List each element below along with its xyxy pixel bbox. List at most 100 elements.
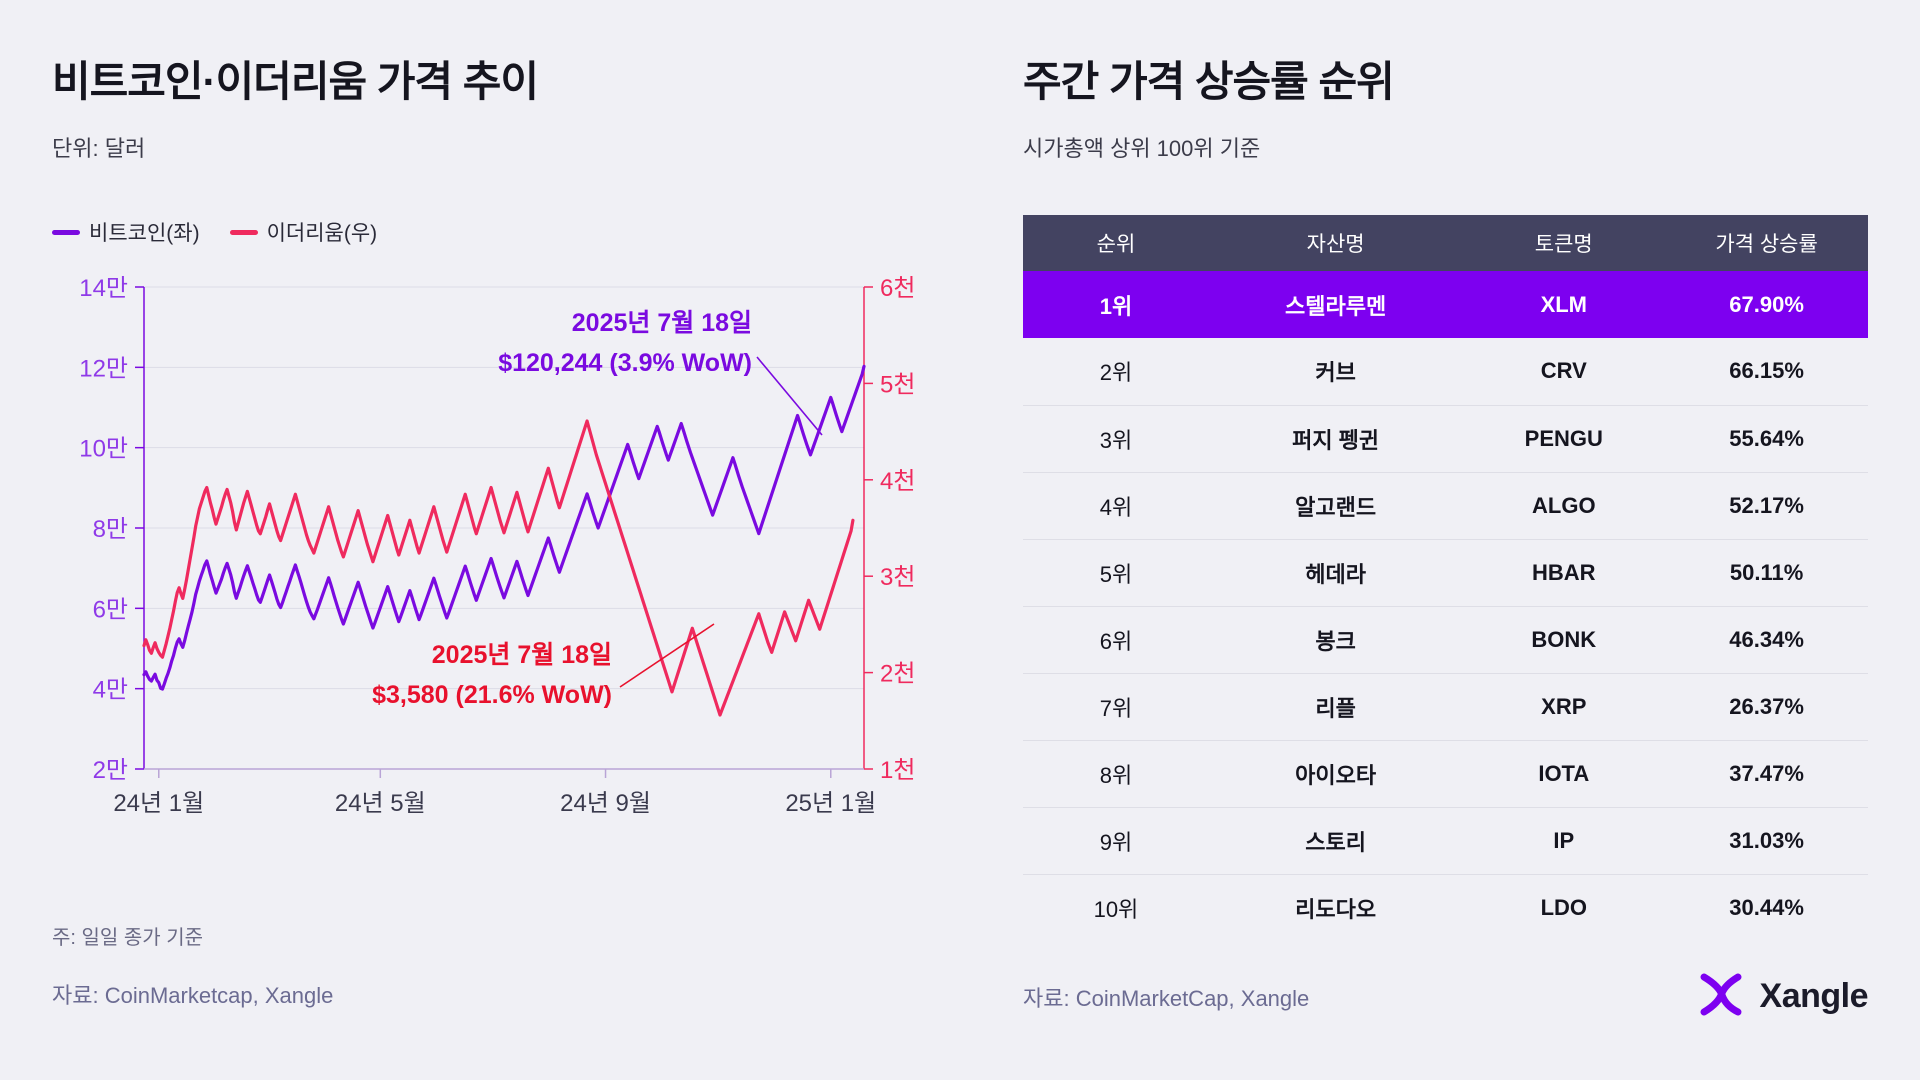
ranking-source: 자료: CoinMarketCap, Xangle	[1023, 985, 1310, 1011]
y-right-tick-label: 6천	[880, 275, 915, 302]
y-left-tick-label: 2만	[93, 757, 128, 784]
ranking-title: 주간 가격 상승률 순위	[1023, 58, 1395, 105]
cell-rank: 6위	[1023, 606, 1209, 674]
annotation-eth-line1: 2025년 7월 18일	[432, 641, 612, 669]
cell-rank: 1위	[1023, 271, 1209, 338]
cell-asset: 커브	[1208, 338, 1463, 406]
cell-change: 30.44%	[1729, 894, 1804, 920]
cell-asset: 알고랜드	[1208, 472, 1463, 540]
cell-token: ALGO	[1462, 472, 1666, 540]
annotation-btc-line1: 2025년 7월 18일	[572, 309, 752, 337]
ranking-footer: 자료: CoinMarketCap, Xangle Xangle	[1023, 971, 1869, 1022]
chart-title: 비트코인·이더리움 가격 추이	[52, 58, 539, 105]
chart-note: 주: 일일 종가 기준	[52, 927, 204, 949]
annotation-eth-line2: $3,580 (21.6% WoW)	[372, 681, 612, 709]
y-right-tick-label: 1천	[880, 757, 915, 784]
cell-change: 37.47%	[1665, 740, 1868, 808]
ranking-table-body: 1위 스텔라루멘 XLM 67.90% 2위 커브 CRV 66.15% 3위 퍼지 펭귄 PENG…	[1023, 271, 1868, 941]
series-line-btc	[142, 364, 866, 691]
y-left-tick-label: 10만	[79, 436, 128, 463]
table-row[interactable]: 10위 리도다오 LDO 30.44%	[1023, 874, 1868, 941]
cell-change: 46.34%	[1665, 606, 1868, 674]
cell-rank: 2위	[1023, 338, 1209, 406]
cell-rank: 10위	[1093, 896, 1139, 922]
cell-asset: 아이오타	[1208, 740, 1463, 808]
legend-swatch-btc	[52, 229, 80, 235]
ranking-panel: 주간 가격 상승률 순위 시가총액 상위 100위 기준 순위 자산명 토큰명 …	[985, 0, 1920, 1080]
cell-asset: 스토리	[1208, 807, 1463, 875]
cell-token: XLM	[1462, 271, 1666, 338]
y-right-tick-label: 3천	[880, 564, 915, 591]
table-row[interactable]: 2위 커브 CRV 66.15%	[1023, 338, 1868, 406]
chart-source: 자료: CoinMarketcap, Xangle	[52, 983, 334, 1008]
column-header-token: 토큰명	[1462, 215, 1666, 271]
column-header-change: 가격 상승률	[1665, 215, 1868, 271]
y-left-tick-label: 8만	[93, 516, 128, 543]
cell-change: 66.15%	[1665, 338, 1868, 406]
annotation-btc-line2: $120,244 (3.9% WoW)	[498, 349, 752, 377]
cell-token: IOTA	[1462, 740, 1666, 808]
cell-token: CRV	[1462, 338, 1666, 406]
xangle-logo: Xangle	[1698, 971, 1869, 1022]
chart-panel: 비트코인·이더리움 가격 추이 단위: 달러 비트코인(좌) 이더리움(우) 2…	[52, 58, 985, 1008]
cell-token: BONK	[1462, 606, 1666, 674]
legend-label-eth: 이더리움(우)	[266, 222, 378, 245]
legend-label-btc: 비트코인(좌)	[89, 222, 200, 245]
y-left-tick-label: 14만	[79, 275, 128, 302]
price-line-chart: 2만 4만 6만 8만 10만 12만 14만 1천 2천 3천 4천 5천 6천 24년 1월 24년 5…	[52, 269, 952, 909]
table-row[interactable]: 9위 스토리 IP 31.03%	[1023, 807, 1868, 875]
table-row[interactable]: 1위 스텔라루멘 XLM 67.90%	[1023, 271, 1868, 338]
cell-rank: 4위	[1023, 472, 1209, 540]
legend-swatch-eth	[229, 229, 258, 235]
chart-subtitle: 단위: 달러	[52, 136, 146, 161]
table-row[interactable]: 6위 봉크 BONK 46.34%	[1023, 606, 1868, 674]
cell-token: PENGU	[1462, 405, 1666, 473]
chart-legend: 비트코인(좌) 이더리움(우)	[52, 217, 985, 247]
annotation-leader-eth	[619, 623, 715, 688]
table-row[interactable]: 8위 아이오타 IOTA 37.47%	[1023, 740, 1868, 808]
cell-rank: 7위	[1023, 673, 1209, 741]
legend-item-btc: 비트코인(좌)	[52, 217, 200, 247]
table-row[interactable]: 5위 헤데라 HBAR 50.11%	[1023, 539, 1868, 607]
legend-item-eth: 이더리움(우)	[229, 217, 378, 247]
cell-change: 26.37%	[1665, 673, 1868, 741]
cell-token: HBAR	[1462, 539, 1666, 607]
ranking-table-head: 순위 자산명 토큰명 가격 상승률	[1023, 215, 1868, 271]
chart-canvas: 2만 4만 6만 8만 10만 12만 14만 1천 2천 3천 4천 5천 6천 24년 1월 24년 5…	[79, 275, 915, 817]
y-right-tick-label: 2천	[880, 661, 915, 688]
table-row[interactable]: 4위 알고랜드 ALGO 52.17%	[1023, 472, 1868, 540]
table-row[interactable]: 3위 퍼지 펭귄 PENGU 55.64%	[1023, 405, 1868, 473]
table-row[interactable]: 7위 리플 XRP 26.37%	[1023, 673, 1868, 741]
column-header-rank: 순위	[1023, 215, 1209, 271]
cell-rank: 8위	[1023, 740, 1209, 808]
cell-asset: 헤데라	[1208, 539, 1463, 607]
ranking-subtitle: 시가총액 상위 100위 기준	[1023, 136, 1261, 161]
table-header-row: 순위 자산명 토큰명 가격 상승률	[1023, 215, 1868, 271]
series-line-eth	[142, 419, 855, 717]
x-tick-label: 24년 1월	[113, 790, 204, 817]
cell-change: 55.64%	[1665, 405, 1868, 473]
cell-change: 50.11%	[1665, 539, 1868, 607]
annotation-leader-btc	[756, 356, 823, 436]
cell-token: IP	[1462, 807, 1666, 875]
cell-token: LDO	[1540, 894, 1588, 920]
x-tick-label: 25년 1월	[785, 790, 876, 817]
cell-rank: 3위	[1023, 405, 1209, 473]
y-left-tick-label: 6만	[93, 596, 128, 623]
y-left-tick-label: 12만	[79, 355, 128, 382]
x-tick-label: 24년 9월	[560, 790, 651, 817]
cell-change: 67.90%	[1665, 271, 1868, 338]
cell-asset: 리도다오	[1295, 896, 1377, 922]
cell-asset: 퍼지 펭귄	[1208, 405, 1463, 473]
cell-token: XRP	[1462, 673, 1666, 741]
cell-rank: 5위	[1023, 539, 1209, 607]
column-header-asset: 자산명	[1208, 215, 1463, 271]
y-right-tick-label: 5천	[880, 371, 915, 398]
cell-change: 31.03%	[1665, 807, 1868, 875]
y-right-tick-label: 4천	[880, 468, 915, 495]
xangle-mark-icon	[1698, 971, 1744, 1022]
x-tick-label: 24년 5월	[335, 790, 426, 817]
cell-asset: 스텔라루멘	[1208, 271, 1463, 338]
y-left-tick-label: 4만	[93, 677, 128, 704]
